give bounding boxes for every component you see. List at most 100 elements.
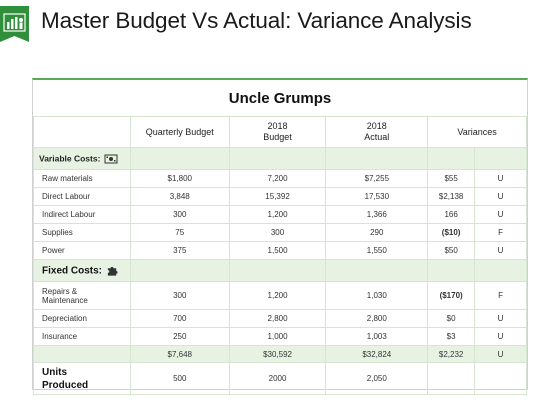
variance-cell: ($170) bbox=[427, 281, 476, 310]
variable-row-4: Power 375 1,500 1,550 $50 U bbox=[33, 241, 527, 260]
section-fixed-costs: Fixed Costs: bbox=[33, 259, 527, 282]
row-label: Supplies bbox=[33, 223, 131, 242]
variance-flag-cell: U bbox=[474, 309, 527, 328]
budget-cell: 1,500 bbox=[228, 241, 327, 260]
row-label: Power bbox=[33, 241, 131, 260]
quarterly-budget-cell: 250 bbox=[129, 327, 230, 346]
totals-row: $7,648 $30,592 $32,824 $2,232 U bbox=[33, 345, 527, 363]
variance-cell: $55 bbox=[427, 169, 476, 188]
header-budget-year: 2018 bbox=[267, 121, 288, 131]
section-variable-costs-empty-2 bbox=[325, 147, 429, 170]
section-fixed-costs-empty-1 bbox=[228, 259, 327, 282]
row-label: Insurance bbox=[33, 327, 131, 346]
units-flag-empty bbox=[474, 362, 527, 395]
variance-cell: $0 bbox=[427, 309, 476, 328]
variance-flag-cell: U bbox=[474, 187, 527, 206]
budget-cell: 1,000 bbox=[228, 327, 327, 346]
units-actual: 2,050 bbox=[325, 362, 429, 395]
header-blank bbox=[33, 116, 131, 148]
variance-cell: $3 bbox=[427, 327, 476, 346]
budget-cell: 300 bbox=[228, 223, 327, 242]
units-budget: 2000 bbox=[228, 362, 327, 395]
actual-cell: 1,550 bbox=[325, 241, 429, 260]
header-actual-year: 2018 bbox=[366, 121, 387, 131]
row-label: Direct Labour bbox=[33, 187, 131, 206]
variance-cell: 166 bbox=[427, 205, 476, 224]
variable-row-1: Direct Labour 3,848 15,392 17,530 $2,138 U bbox=[33, 187, 527, 206]
quarterly-budget-cell: 300 bbox=[129, 205, 230, 224]
page-title: Master Budget Vs Actual: Variance Analys… bbox=[41, 8, 472, 33]
header-variances: Variances bbox=[427, 116, 527, 148]
header-2018-actual: 2018 Actual bbox=[325, 116, 429, 148]
money-icon bbox=[104, 154, 118, 163]
quarterly-budget-cell: 375 bbox=[129, 241, 230, 260]
header-2018-budget: 2018 Budget bbox=[228, 116, 327, 148]
section-variable-costs-empty-1 bbox=[228, 147, 327, 170]
row-label: Repairs & Maintenance bbox=[33, 281, 131, 310]
fixed-row-2: Insurance 250 1,000 1,003 $3 U bbox=[33, 327, 527, 346]
fixed-row-0: Repairs & Maintenance 300 1,200 1,030 ($170) F bbox=[33, 281, 527, 310]
row-label: Raw materials bbox=[33, 169, 131, 188]
section-fixed-costs-empty-4 bbox=[474, 259, 527, 282]
actual-cell: 1,366 bbox=[325, 205, 429, 224]
header-budget-word: Budget bbox=[263, 132, 292, 142]
section-variable-costs-label: Variable Costs: bbox=[33, 147, 131, 170]
variable-row-0: Raw materials $1,800 7,200 $7,255 $55 U bbox=[33, 169, 527, 188]
company-name: Uncle Grumps bbox=[228, 90, 332, 107]
quarterly-budget-cell: $1,800 bbox=[129, 169, 230, 188]
total-variance: $2,232 bbox=[427, 345, 476, 363]
actual-cell: 1,003 bbox=[325, 327, 429, 346]
section-fixed-costs-empty-0 bbox=[129, 259, 230, 282]
section-variable-costs-empty-0 bbox=[129, 147, 230, 170]
variance-flag-cell: U bbox=[474, 327, 527, 346]
quarterly-budget-cell: 300 bbox=[129, 281, 230, 310]
quarterly-budget-cell: 700 bbox=[129, 309, 230, 328]
budget-cell: 15,392 bbox=[228, 187, 327, 206]
variable-row-3: Supplies 75 300 290 ($10) F bbox=[33, 223, 527, 242]
section-fixed-costs-empty-2 bbox=[325, 259, 429, 282]
row-label: Indirect Labour bbox=[33, 205, 131, 224]
actual-cell: 1,030 bbox=[325, 281, 429, 310]
units-produced-row: Units Produced 500 2000 2,050 bbox=[33, 362, 527, 395]
totals-label bbox=[33, 345, 131, 363]
section-fixed-costs-label: Fixed Costs: bbox=[33, 259, 131, 282]
budget-cell: 2,800 bbox=[228, 309, 327, 328]
total-budget: $30,592 bbox=[228, 345, 327, 363]
section-variable-costs: Variable Costs: bbox=[33, 147, 527, 170]
variance-flag-cell: F bbox=[474, 223, 527, 242]
total-quarterly: $7,648 bbox=[129, 345, 230, 363]
actual-cell: 2,800 bbox=[325, 309, 429, 328]
actual-cell: 290 bbox=[325, 223, 429, 242]
total-actual: $32,824 bbox=[325, 345, 429, 363]
section-fixed-costs-empty-3 bbox=[427, 259, 476, 282]
section-variable-costs-empty-3 bbox=[427, 147, 476, 170]
budget-cell: 7,200 bbox=[228, 169, 327, 188]
units-variance-empty bbox=[427, 362, 476, 395]
variance-flag-cell: F bbox=[474, 281, 527, 310]
budget-cell: 1,200 bbox=[228, 281, 327, 310]
logo-chart-icon bbox=[0, 6, 29, 42]
budget-cell: 1,200 bbox=[228, 205, 327, 224]
section-variable-costs-empty-4 bbox=[474, 147, 527, 170]
quarterly-budget-cell: 3,848 bbox=[129, 187, 230, 206]
variance-table-panel: Uncle Grumps Quarterly Budget 2018 Budge… bbox=[32, 78, 528, 395]
actual-cell: 17,530 bbox=[325, 187, 429, 206]
variance-cell: $50 bbox=[427, 241, 476, 260]
variance-flag-cell: U bbox=[474, 205, 527, 224]
variance-cell: ($10) bbox=[427, 223, 476, 242]
variable-row-2: Indirect Labour 300 1,200 1,366 166 U bbox=[33, 205, 527, 224]
units-produced-label: Units Produced bbox=[33, 362, 131, 395]
header-quarterly-budget: Quarterly Budget bbox=[129, 116, 230, 148]
quarterly-budget-cell: 75 bbox=[129, 223, 230, 242]
variance-cell: $2,138 bbox=[427, 187, 476, 206]
total-flag: U bbox=[474, 345, 527, 363]
header-actual-word: Actual bbox=[364, 132, 390, 142]
variance-flag-cell: U bbox=[474, 169, 527, 188]
actual-cell: $7,255 bbox=[325, 169, 429, 188]
row-label: Depreciation bbox=[33, 309, 131, 328]
units-quarterly: 500 bbox=[129, 362, 230, 395]
variance-flag-cell: U bbox=[474, 241, 527, 260]
puzzle-icon bbox=[107, 266, 118, 276]
variance-table: Quarterly Budget 2018 Budget 2018 Actual… bbox=[33, 116, 527, 395]
fixed-row-1: Depreciation 700 2,800 2,800 $0 U bbox=[33, 309, 527, 328]
